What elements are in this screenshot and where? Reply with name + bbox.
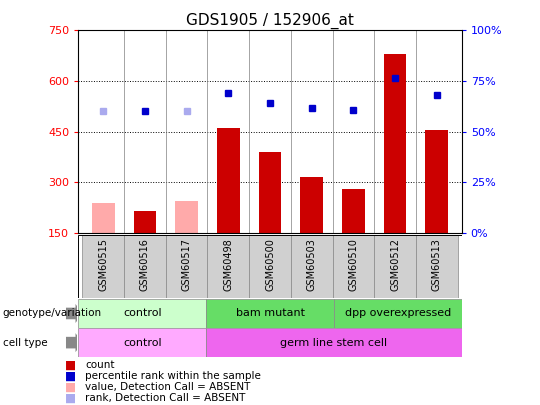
Bar — [83, 235, 124, 298]
Bar — [416, 235, 457, 298]
Text: GSM60500: GSM60500 — [265, 238, 275, 291]
Bar — [334, 299, 462, 328]
Text: cell type: cell type — [3, 338, 48, 347]
FancyArrow shape — [66, 333, 83, 352]
Bar — [78, 328, 206, 357]
Bar — [291, 235, 333, 298]
Bar — [92, 202, 115, 233]
Bar — [425, 130, 448, 233]
Text: GSM60498: GSM60498 — [224, 238, 233, 291]
Bar — [207, 235, 249, 298]
Bar — [206, 328, 462, 357]
Bar — [300, 177, 323, 233]
Bar — [124, 235, 166, 298]
Text: value, Detection Call = ABSENT: value, Detection Call = ABSENT — [85, 382, 251, 392]
Text: percentile rank within the sample: percentile rank within the sample — [85, 371, 261, 381]
Bar — [333, 235, 374, 298]
Text: GSM60516: GSM60516 — [140, 238, 150, 291]
Bar — [342, 189, 365, 233]
Text: ■: ■ — [65, 370, 76, 383]
Text: count: count — [85, 360, 115, 370]
Text: ■: ■ — [65, 392, 76, 405]
Text: GSM60512: GSM60512 — [390, 238, 400, 291]
Text: control: control — [123, 338, 161, 347]
Text: GSM60503: GSM60503 — [307, 238, 316, 291]
Bar — [133, 211, 157, 233]
Text: genotype/variation: genotype/variation — [3, 309, 102, 318]
Text: control: control — [123, 309, 161, 318]
Text: germ line stem cell: germ line stem cell — [280, 338, 388, 347]
Bar — [374, 235, 416, 298]
Text: GSM60513: GSM60513 — [431, 238, 442, 291]
Bar — [383, 54, 407, 233]
Text: GSM60510: GSM60510 — [348, 238, 359, 291]
Text: GSM60515: GSM60515 — [98, 238, 109, 291]
Text: ■: ■ — [65, 381, 76, 394]
Text: ■: ■ — [65, 359, 76, 372]
Bar — [166, 235, 207, 298]
Text: GDS1905 / 152906_at: GDS1905 / 152906_at — [186, 13, 354, 29]
FancyArrow shape — [66, 304, 83, 323]
Text: GSM60517: GSM60517 — [181, 238, 192, 291]
Bar — [206, 299, 334, 328]
Bar — [249, 235, 291, 298]
Text: rank, Detection Call = ABSENT: rank, Detection Call = ABSENT — [85, 393, 246, 403]
Bar — [78, 299, 206, 328]
Bar — [217, 128, 240, 233]
Text: dpp overexpressed: dpp overexpressed — [345, 309, 451, 318]
Text: bam mutant: bam mutant — [235, 309, 305, 318]
Bar — [175, 201, 198, 233]
Bar — [259, 152, 281, 233]
